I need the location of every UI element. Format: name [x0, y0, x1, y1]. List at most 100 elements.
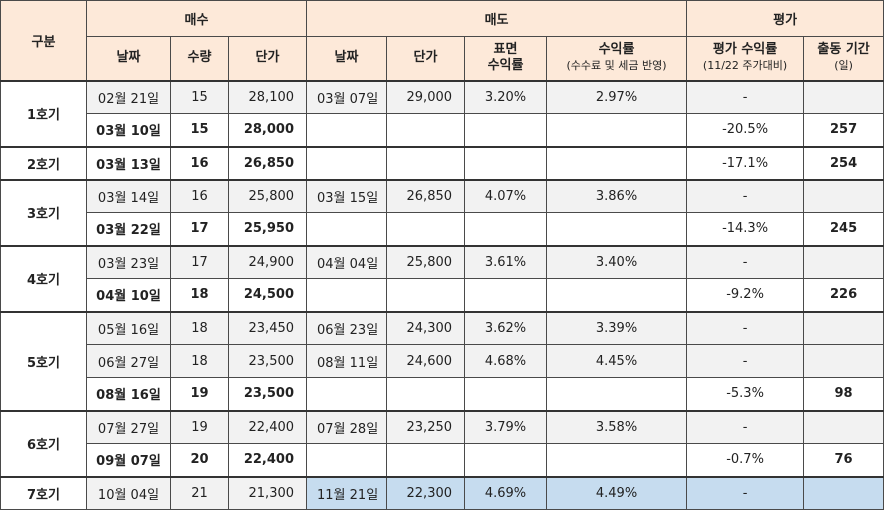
surface-rate-cell: 4.07%	[464, 178, 548, 213]
eval-rate-cell: -17.1%	[686, 145, 805, 180]
buy-price-cell: 26,850	[227, 145, 308, 180]
period-cell	[803, 409, 885, 444]
sell-date-cell: 11월 21일	[306, 475, 388, 510]
header-eval-rate: 평가 수익률 (11/22 주가대비)	[686, 36, 805, 81]
qty-cell: 17	[170, 212, 229, 246]
eval-rate-cell: -	[686, 178, 805, 213]
group-label: 6호기	[0, 409, 87, 477]
qty-cell: 18	[170, 344, 229, 378]
sell-price-cell	[386, 145, 466, 180]
table-row: 5호기 05월 16일 18 23,450 06월 23일 24,300 3.62% 3.39…	[0, 310, 885, 411]
qty-cell: 18	[170, 310, 229, 345]
surface-rate-cell: 3.20%	[464, 79, 548, 114]
header-sell: 매도	[306, 0, 688, 37]
table-row: 4호기 03월 23일 17 24,900 04월 04일 25,800 3.61% 3.40…	[0, 244, 885, 312]
header-buy: 매수	[85, 0, 308, 37]
buy-date-cell: 05월 16일	[86, 310, 171, 345]
buy-price-cell: 23,500	[227, 344, 308, 378]
header-net-line1: 수익률	[598, 42, 635, 58]
sell-date-cell	[306, 443, 388, 477]
surface-rate-cell: 4.68%	[464, 344, 548, 378]
header-surface-line2: 수익률	[487, 58, 524, 74]
eval-rate-cell: -	[686, 310, 805, 345]
surface-rate-cell: 4.69%	[464, 475, 548, 510]
group-label: 7호기	[0, 475, 87, 510]
qty-cell: 18	[170, 278, 229, 312]
eval-rate-cell: -14.3%	[686, 212, 805, 246]
net-rate-cell: 3.39%	[546, 310, 688, 345]
header-sell-price: 단가	[386, 36, 466, 81]
period-cell: 226	[803, 278, 885, 312]
surface-rate-cell	[464, 113, 548, 147]
qty-cell: 19	[170, 409, 229, 444]
period-cell	[803, 79, 885, 114]
sell-price-cell: 29,000	[386, 79, 466, 114]
net-rate-cell: 3.40%	[546, 244, 688, 279]
buy-date-cell: 03월 10일	[86, 113, 171, 147]
buy-price-cell: 24,500	[227, 278, 308, 312]
net-rate-cell	[546, 113, 688, 147]
header-period-line2: (일)	[834, 59, 853, 73]
eval-rate-cell: -	[686, 344, 805, 378]
sell-date-cell	[306, 145, 388, 180]
buy-date-cell: 08월 16일	[86, 377, 171, 411]
qty-cell: 16	[170, 178, 229, 213]
header-sell-date: 날짜	[306, 36, 388, 81]
net-rate-cell	[546, 377, 688, 411]
table-row: 06월 27일 18 23,500 08월 11일 24,600 4.68% 4.45% -	[1, 344, 885, 378]
net-rate-cell: 4.49%	[546, 475, 688, 510]
net-rate-cell: 2.97%	[546, 79, 688, 114]
group-label: 4호기	[0, 244, 87, 312]
table-row: 6호기 07월 27일 19 22,400 07월 28일 23,250 3.79% 3.58…	[0, 409, 885, 477]
eval-rate-cell: -5.3%	[686, 377, 805, 411]
eval-rate-cell: -0.7%	[686, 443, 805, 477]
net-rate-cell	[546, 145, 688, 180]
qty-cell: 15	[170, 79, 229, 114]
header-eval-line2: (11/22 주가대비)	[702, 59, 788, 73]
eval-rate-cell: -20.5%	[686, 113, 805, 147]
trade-table: 구분 매수 매도 평가 날짜 수량 단가 날짜 단가 표면 수익률 수익률 (수수료…	[0, 0, 885, 510]
sell-date-cell: 03월 07일	[306, 79, 388, 114]
table-row: 04월 10일 18 24,500 -9.2% 226	[1, 278, 885, 312]
buy-date-cell: 03월 14일	[86, 178, 171, 213]
table-row: 08월 16일 19 23,500 -5.3% 98	[1, 377, 885, 411]
surface-rate-cell: 3.62%	[464, 310, 548, 345]
sell-price-cell	[386, 113, 466, 147]
net-rate-cell: 4.45%	[546, 344, 688, 378]
sell-price-cell: 24,600	[386, 344, 466, 378]
period-cell	[803, 344, 885, 378]
qty-cell: 16	[170, 145, 229, 180]
header-net-rate: 수익률 (수수료 및 세금 반영)	[546, 36, 688, 81]
buy-price-cell: 23,500	[227, 377, 308, 411]
period-cell	[803, 178, 885, 213]
buy-date-cell: 03월 22일	[86, 212, 171, 246]
sell-price-cell: 26,850	[386, 178, 466, 213]
period-cell: 76	[803, 443, 885, 477]
eval-rate-cell: -9.2%	[686, 278, 805, 312]
surface-rate-cell	[464, 278, 548, 312]
header-buy-qty: 수량	[170, 36, 229, 81]
eval-rate-cell: -	[686, 409, 805, 444]
group-label: 5호기	[0, 310, 87, 411]
table-row: 7호기 10월 04일 21 21,300 11월 21일 22,300 4.69% 4.49…	[0, 475, 885, 510]
table-row: 3호기 03월 14일 16 25,800 03월 15일 26,850 4.07% 3.86…	[0, 178, 885, 246]
sell-date-cell	[306, 377, 388, 411]
surface-rate-cell: 3.61%	[464, 244, 548, 279]
buy-date-cell: 10월 04일	[86, 475, 171, 510]
sell-date-cell	[306, 278, 388, 312]
net-rate-cell: 3.86%	[546, 178, 688, 213]
buy-price-cell: 28,100	[227, 79, 308, 114]
table-body: 1호기 02월 21일 15 28,100 03월 07일 29,000 3.20% 2.97…	[0, 79, 885, 510]
sell-date-cell: 08월 11일	[306, 344, 388, 378]
surface-rate-cell	[464, 145, 548, 180]
sell-price-cell: 25,800	[386, 244, 466, 279]
sell-date-cell	[306, 113, 388, 147]
header-buy-date: 날짜	[86, 36, 171, 81]
net-rate-cell	[546, 212, 688, 246]
period-cell: 254	[803, 145, 885, 180]
net-rate-cell	[546, 443, 688, 477]
buy-price-cell: 24,900	[227, 244, 308, 279]
buy-price-cell: 21,300	[227, 475, 308, 510]
eval-rate-cell: -	[686, 79, 805, 114]
group-label: 2호기	[0, 145, 87, 180]
